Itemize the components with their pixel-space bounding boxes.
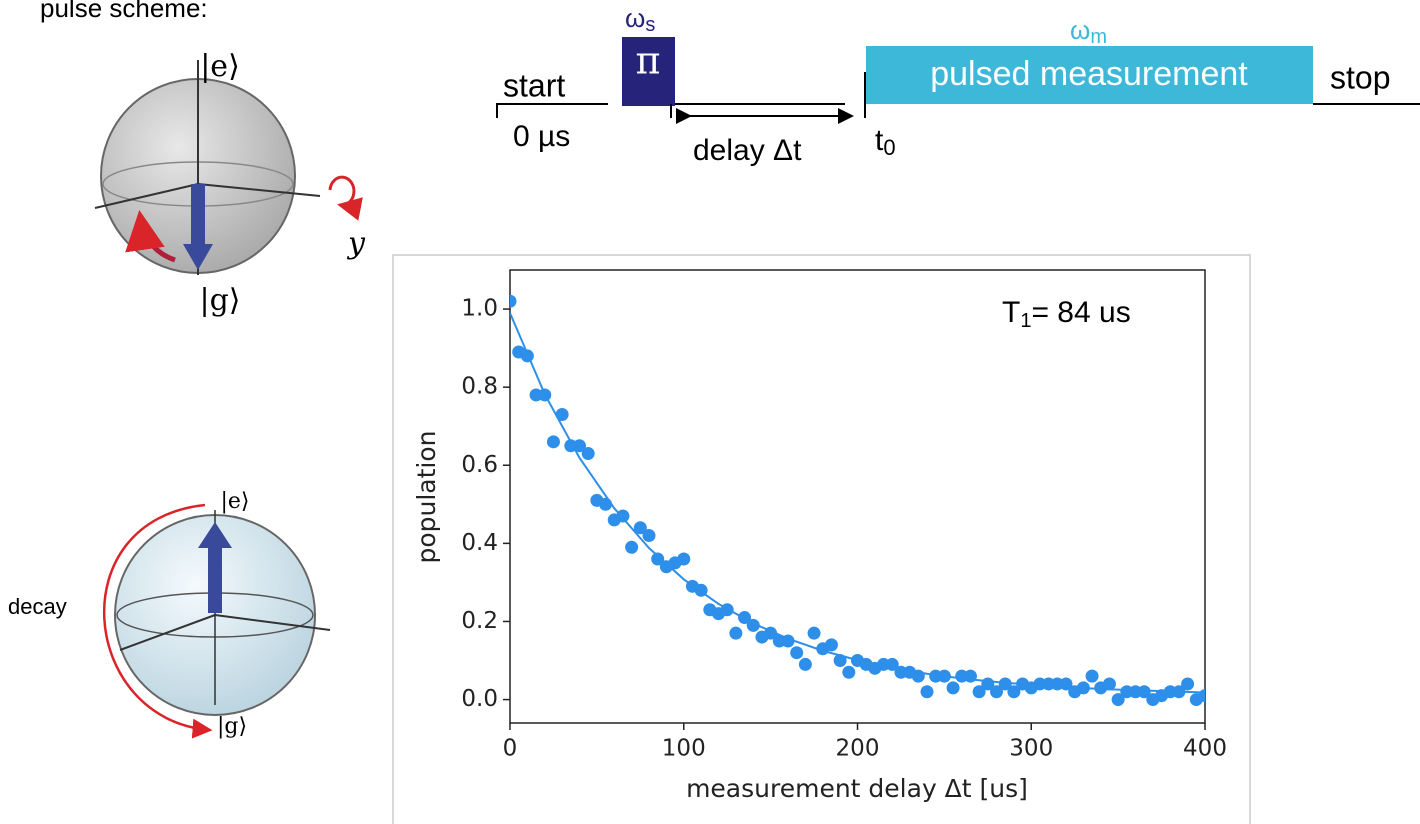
data-point	[799, 658, 812, 671]
bloch-sphere-top: |e⟩ |g⟩ y	[95, 49, 366, 318]
y-tick-label: 0.4	[461, 530, 498, 556]
data-point	[947, 681, 960, 694]
delay-label: delay Δt	[693, 134, 802, 167]
x-tick-label: 400	[1183, 736, 1227, 762]
data-point	[582, 447, 595, 460]
pulse-scheme: start 0 µs π ωs delay Δt t0 pulsed measu…	[496, 3, 1420, 167]
data-point	[1181, 677, 1194, 690]
data-point	[547, 435, 560, 448]
ket-g: |g⟩	[217, 714, 247, 739]
data-point	[790, 646, 803, 659]
data-point	[599, 498, 612, 511]
ket-e: |e⟩	[200, 49, 240, 84]
decay-label: decay	[8, 594, 67, 619]
y-tick-label: 0.8	[461, 374, 498, 400]
pi-label: π	[636, 39, 661, 83]
ket-e: |e⟩	[220, 489, 249, 514]
data-point	[625, 541, 638, 554]
ket-g: |g⟩	[199, 283, 240, 318]
measurement-label: pulsed measurement	[930, 55, 1248, 93]
y-tick-label: 0.6	[461, 452, 498, 478]
data-point	[729, 627, 742, 640]
t0-label: t0	[875, 124, 896, 160]
y-tick-label: 1.0	[461, 296, 498, 322]
data-point	[1086, 670, 1099, 683]
data-point	[842, 666, 855, 679]
data-point	[921, 685, 934, 698]
figure: pulse scheme: |e⟩ |g⟩ y |e⟩ |g⟩ decay st…	[0, 0, 1420, 824]
x-axis-label: measurement delay Δt [us]	[686, 774, 1028, 803]
data-point	[808, 627, 821, 640]
x-tick-label: 300	[1009, 736, 1053, 762]
data-point	[677, 552, 690, 565]
axis-y: y	[346, 226, 366, 261]
stop-label: stop	[1330, 59, 1390, 95]
y-axis-label: population	[412, 430, 441, 563]
pi-frequency: ωs	[625, 3, 655, 36]
bloch-sphere-bottom: |e⟩ |g⟩ decay	[8, 489, 330, 739]
y-tick-label: 0.0	[461, 686, 498, 712]
heading: pulse scheme:	[40, 0, 208, 23]
measurement-frequency: ωm	[1070, 15, 1107, 48]
page: pulse scheme: |e⟩ |g⟩ y |e⟩ |g⟩ decay st…	[0, 0, 1420, 824]
y-tick-label: 0.2	[461, 608, 498, 634]
x-tick-label: 0	[503, 736, 518, 762]
start-time: 0 µs	[513, 120, 570, 153]
start-label: start	[503, 67, 565, 103]
x-tick-label: 100	[662, 736, 706, 762]
data-point	[643, 529, 656, 542]
x-tick-label: 200	[836, 736, 880, 762]
data-point	[825, 638, 838, 651]
